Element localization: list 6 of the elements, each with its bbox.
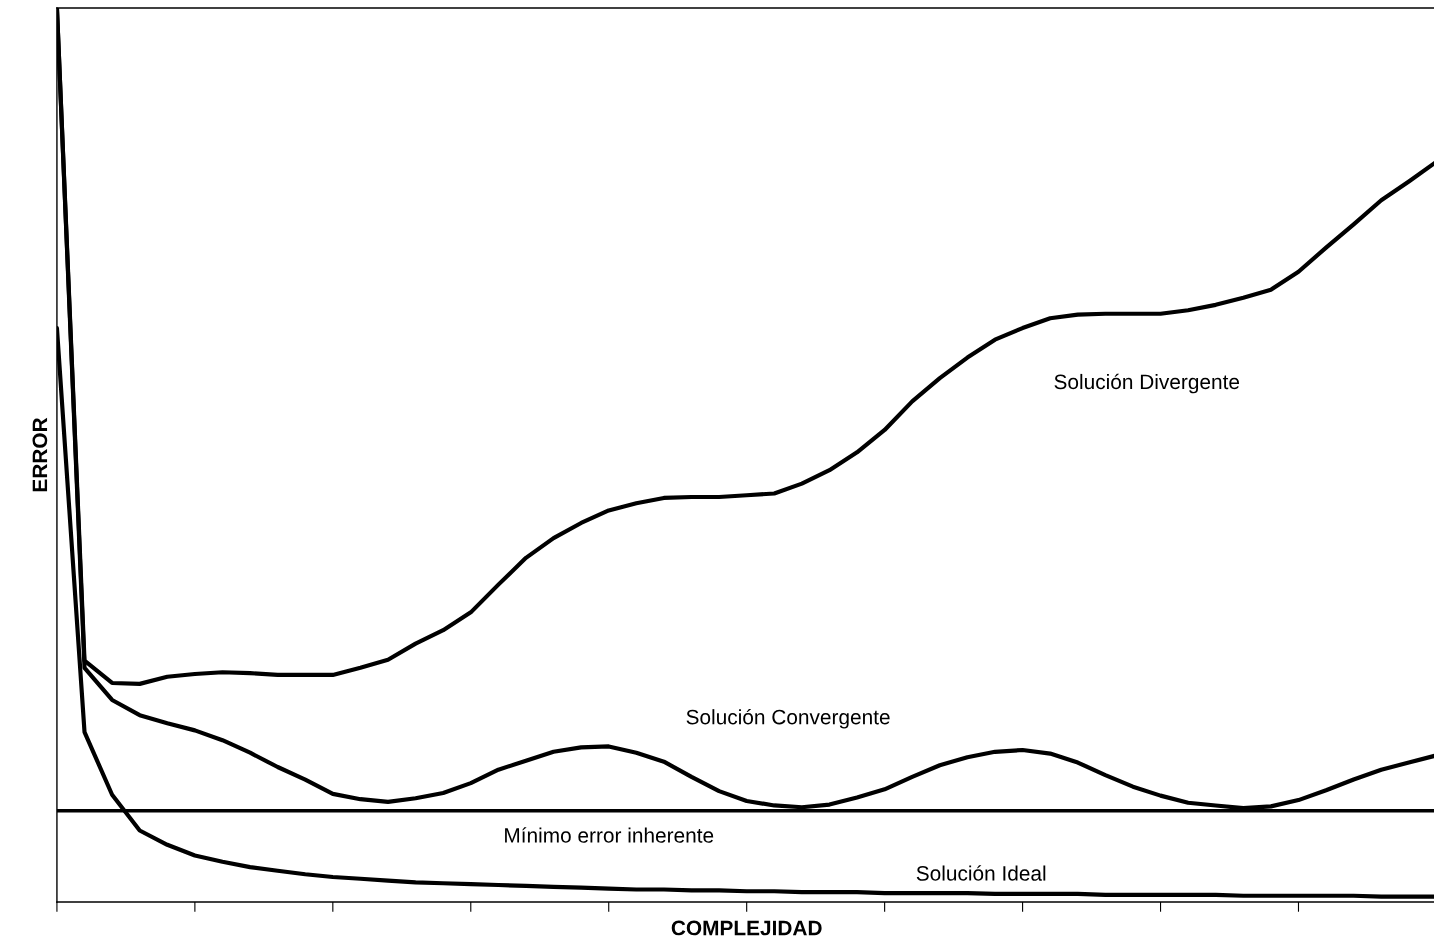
- x-axis-title: COMPLEJIDAD: [671, 920, 822, 936]
- ref-line-label: Mínimo error inherente: [505, 827, 714, 843]
- series-label: Solución Ideal: [916, 865, 1046, 881]
- y-axis-title: ERROR: [32, 417, 48, 492]
- series-label: Solución Convergente: [686, 708, 890, 729]
- text: Solución Divergente: [1054, 373, 1240, 394]
